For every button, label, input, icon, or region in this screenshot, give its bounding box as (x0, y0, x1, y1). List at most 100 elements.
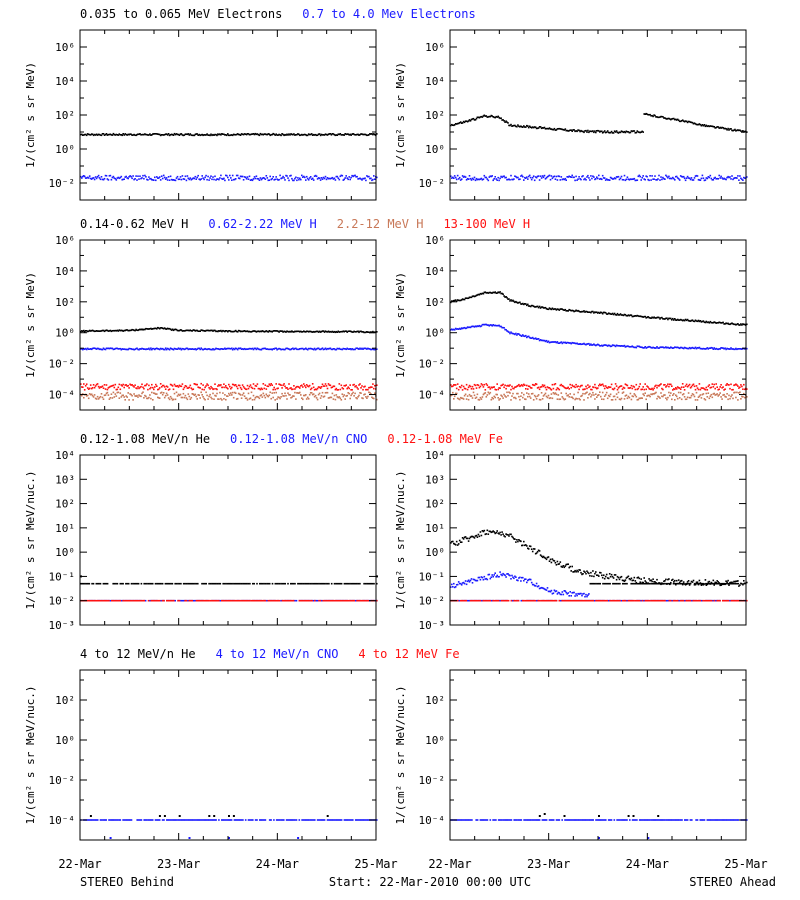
data-point (175, 582, 178, 585)
data-point (291, 388, 293, 391)
data-point (664, 117, 666, 119)
data-point (304, 176, 306, 179)
data-point (725, 396, 727, 398)
data-point (591, 575, 593, 577)
data-point (554, 383, 557, 385)
data-point (730, 581, 732, 584)
data-point (612, 344, 615, 347)
data-point (574, 398, 576, 401)
data-point (348, 176, 350, 178)
data-point (480, 534, 483, 537)
data-point (687, 580, 690, 582)
data-point (559, 128, 562, 130)
data-point (690, 177, 693, 179)
data-point (145, 327, 147, 330)
data-point (341, 348, 344, 351)
data-point (338, 178, 341, 181)
data-point (244, 388, 247, 390)
data-point (270, 348, 272, 350)
data-point (93, 347, 96, 349)
data-point (471, 325, 474, 328)
data-point (685, 347, 688, 350)
data-point (108, 133, 111, 136)
data-point (350, 348, 352, 351)
data-point (182, 348, 185, 350)
data-point (146, 178, 148, 181)
data-point (184, 175, 187, 178)
data-point (645, 582, 648, 585)
data-point (349, 397, 351, 400)
data-point (527, 125, 529, 127)
data-point (670, 383, 672, 386)
data-point (153, 388, 155, 391)
data-point (451, 300, 453, 302)
data-point (243, 582, 246, 585)
data-point (595, 131, 597, 134)
series-black (80, 575, 378, 578)
data-point (658, 582, 660, 584)
data-point (618, 314, 621, 316)
data-point (524, 398, 526, 400)
data-point (631, 395, 634, 397)
data-point (356, 386, 358, 389)
data-point (221, 177, 223, 180)
data-point (234, 392, 237, 394)
data-point (248, 347, 251, 350)
data-point (746, 388, 748, 390)
data-point (112, 384, 115, 387)
data-point (162, 348, 165, 351)
data-point (206, 329, 208, 332)
data-point (612, 388, 615, 391)
data-point (214, 383, 216, 385)
data-point (520, 540, 522, 543)
data-point (476, 384, 479, 386)
data-point (746, 131, 748, 133)
data-point (556, 387, 559, 389)
data-point (326, 582, 329, 585)
data-point (734, 323, 736, 326)
data-point (578, 569, 580, 571)
data-point (264, 347, 267, 350)
data-point (152, 328, 154, 330)
data-point (284, 599, 286, 602)
data-point (203, 330, 205, 332)
data-point (529, 578, 532, 581)
data-point (300, 385, 302, 387)
data-point (659, 318, 661, 320)
data-point (735, 383, 737, 385)
data-point (626, 315, 629, 317)
data-point (149, 599, 151, 602)
data-point (349, 599, 351, 602)
data-point (196, 348, 198, 350)
data-point (290, 133, 292, 135)
data-point (90, 348, 93, 351)
data-point (175, 391, 178, 394)
data-point (133, 599, 136, 602)
data-point (263, 133, 266, 135)
data-point (552, 387, 555, 390)
data-point (144, 599, 147, 602)
data-point (693, 395, 696, 398)
data-point (744, 323, 746, 326)
data-point (356, 347, 358, 349)
data-point (671, 118, 673, 120)
data-point (215, 395, 217, 397)
data-point (483, 174, 486, 177)
data-point (516, 392, 518, 395)
data-point (108, 386, 111, 388)
data-point (240, 330, 243, 333)
data-point (728, 129, 730, 131)
data-point (302, 599, 305, 602)
data-point (617, 576, 620, 579)
data-point (708, 580, 711, 583)
data-point (184, 348, 187, 350)
data-point (310, 348, 313, 350)
data-point (132, 348, 134, 350)
data-point (353, 383, 355, 386)
data-point (539, 587, 542, 589)
data-point (148, 328, 150, 330)
data-point (288, 393, 290, 396)
data-point (137, 133, 139, 135)
data-point (506, 121, 508, 123)
